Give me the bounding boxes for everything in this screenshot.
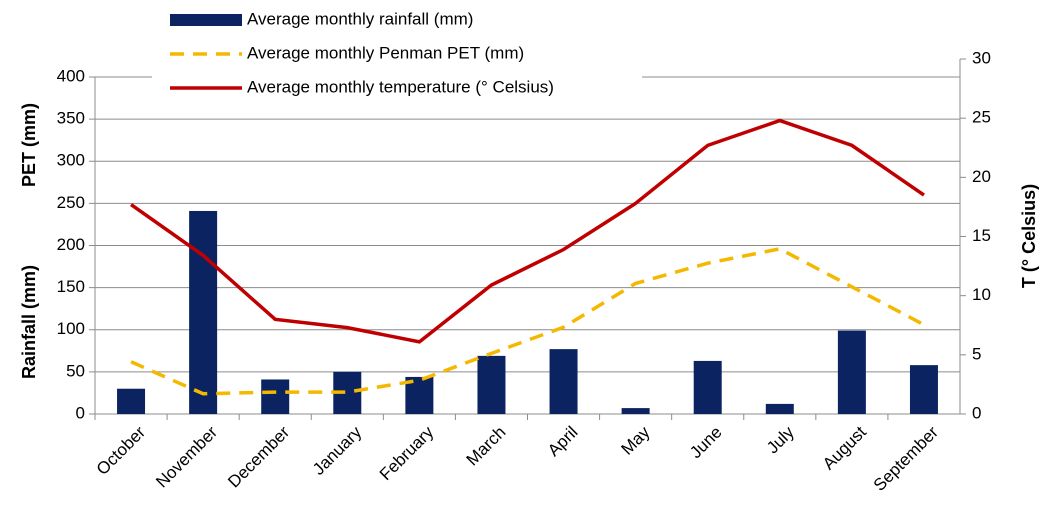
x-tick-label: November xyxy=(152,422,221,491)
bar xyxy=(693,360,722,414)
bar xyxy=(261,379,290,414)
y-tick-label: 50 xyxy=(66,361,85,380)
y-tick-label: 200 xyxy=(57,235,85,254)
y-tick-label: 100 xyxy=(57,319,85,338)
x-tick-label: March xyxy=(463,423,510,470)
temperature-line xyxy=(130,118,925,344)
legend-label: Average monthly Penman PET (mm) xyxy=(247,43,524,62)
y-tick-label: 400 xyxy=(57,66,85,85)
bar xyxy=(837,330,866,414)
bar xyxy=(621,408,650,414)
legend-label: Average monthly temperature (° Celsius) xyxy=(247,77,554,96)
y-tick-label: 250 xyxy=(57,193,85,212)
legend-swatch xyxy=(170,14,242,26)
y-tick-label: 150 xyxy=(57,277,85,296)
y2-tick-label: 5 xyxy=(972,344,981,363)
bar xyxy=(909,365,938,414)
y-axis-label: PET (mm) xyxy=(19,103,39,187)
bar xyxy=(477,355,506,414)
pet-line xyxy=(130,247,925,396)
y2-tick-label: 25 xyxy=(972,108,991,127)
bar xyxy=(765,403,794,414)
x-tick-label: April xyxy=(544,423,581,460)
x-tick-label: October xyxy=(93,422,149,478)
x-tick-label: July xyxy=(763,422,798,457)
bar xyxy=(189,210,218,414)
y2-tick-label: 15 xyxy=(972,226,991,245)
x-tick-label: May xyxy=(617,422,653,458)
x-tick-label: January xyxy=(309,422,366,479)
y2-tick-label: 0 xyxy=(972,403,981,422)
y-axis-label: Rainfall (mm) xyxy=(19,265,39,379)
bar xyxy=(549,349,578,414)
y2-axis-label: T (° Celsius) xyxy=(1019,184,1039,288)
x-tick-label: June xyxy=(686,423,726,463)
x-tick-label: February xyxy=(376,422,438,484)
y2-tick-label: 30 xyxy=(972,48,991,67)
bar xyxy=(117,388,146,414)
y-tick-label: 0 xyxy=(76,403,85,422)
x-tick-label: August xyxy=(819,422,870,473)
y2-tick-label: 10 xyxy=(972,285,991,304)
x-tick-label: September xyxy=(870,422,942,494)
y2-tick-label: 20 xyxy=(972,167,991,186)
x-tick-label: December xyxy=(224,422,293,491)
legend-label: Average monthly rainfall (mm) xyxy=(247,9,473,28)
y-tick-label: 350 xyxy=(57,109,85,128)
y-tick-label: 300 xyxy=(57,151,85,170)
